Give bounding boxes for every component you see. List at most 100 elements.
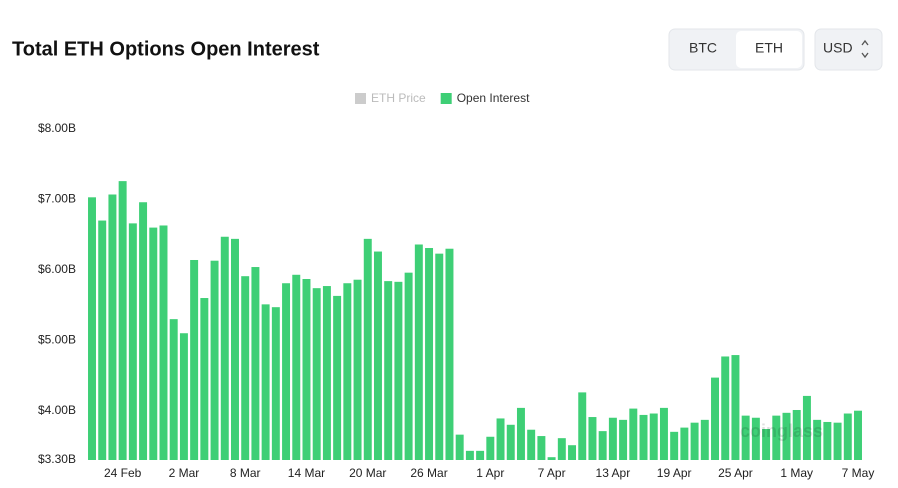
bar bbox=[772, 415, 781, 460]
bar bbox=[414, 244, 423, 460]
bar bbox=[179, 333, 188, 460]
bar bbox=[445, 248, 454, 460]
bar bbox=[516, 407, 525, 460]
bar bbox=[496, 418, 505, 460]
bar bbox=[169, 319, 178, 460]
chart-title: Total ETH Options Open Interest bbox=[12, 38, 320, 60]
toggle-selected-bg bbox=[736, 31, 802, 68]
bar bbox=[353, 279, 362, 460]
bar bbox=[506, 424, 515, 460]
bar bbox=[690, 422, 699, 460]
bar bbox=[435, 253, 444, 460]
bar bbox=[731, 355, 740, 460]
bar bbox=[578, 392, 587, 460]
bar bbox=[210, 260, 219, 460]
y-tick-label: $3.30B bbox=[38, 452, 76, 466]
select-arrows bbox=[861, 39, 869, 59]
y-tick-label: $7.00B bbox=[38, 192, 76, 206]
x-tick-label: 13 Apr bbox=[596, 466, 631, 480]
bar bbox=[282, 283, 291, 460]
legend-label: ETH Price bbox=[371, 91, 426, 105]
currency-select[interactable] bbox=[814, 28, 883, 71]
bar bbox=[149, 227, 158, 460]
bar bbox=[394, 281, 403, 460]
bar bbox=[762, 429, 771, 460]
bar bbox=[241, 276, 250, 460]
bar bbox=[527, 429, 536, 460]
bar bbox=[700, 419, 709, 460]
bar bbox=[333, 295, 342, 460]
bar bbox=[843, 413, 852, 460]
bar bbox=[404, 272, 413, 460]
bar bbox=[251, 267, 260, 460]
legend-label: Open Interest bbox=[457, 91, 530, 105]
bar bbox=[231, 238, 239, 460]
bar bbox=[659, 407, 668, 460]
x-tick-label: 25 Apr bbox=[718, 466, 753, 480]
bar bbox=[741, 415, 750, 460]
toggle-option[interactable]: ETH bbox=[755, 40, 783, 56]
bar bbox=[465, 450, 474, 460]
bar bbox=[271, 307, 280, 460]
bar bbox=[537, 436, 546, 460]
bar bbox=[88, 197, 96, 461]
bar bbox=[455, 434, 464, 460]
bar bbox=[220, 236, 229, 460]
bar bbox=[568, 445, 577, 460]
bar bbox=[557, 438, 566, 460]
bar bbox=[425, 248, 434, 460]
x-tick-label: 1 May bbox=[780, 466, 813, 480]
x-tick-label: 8 Mar bbox=[230, 466, 261, 480]
bar bbox=[547, 457, 556, 460]
bar bbox=[823, 421, 832, 460]
bar bbox=[343, 283, 352, 460]
bar bbox=[384, 281, 393, 460]
bar bbox=[802, 395, 811, 460]
bar bbox=[312, 288, 321, 460]
bar bbox=[363, 238, 372, 460]
bar bbox=[792, 409, 801, 460]
bar bbox=[854, 410, 862, 460]
bar bbox=[118, 181, 127, 460]
bar bbox=[486, 436, 495, 460]
y-tick-label: $5.00B bbox=[38, 332, 76, 346]
x-tick-label: 24 Feb bbox=[104, 466, 142, 480]
bar bbox=[670, 431, 679, 460]
bar bbox=[261, 304, 270, 460]
bar bbox=[139, 202, 148, 460]
legend-swatch bbox=[355, 93, 366, 104]
y-tick-label: $6.00B bbox=[38, 262, 76, 276]
bar bbox=[782, 412, 791, 460]
bar bbox=[322, 286, 331, 460]
bar bbox=[639, 414, 648, 460]
y-tick-label: $8.00B bbox=[38, 121, 76, 135]
bar bbox=[598, 431, 607, 460]
x-tick-label: 2 Mar bbox=[169, 466, 200, 480]
bar bbox=[813, 419, 822, 460]
x-tick-label: 19 Apr bbox=[657, 466, 692, 480]
x-tick-label: 1 Apr bbox=[476, 466, 504, 480]
bar bbox=[629, 408, 638, 460]
legend-swatch bbox=[440, 93, 452, 104]
bar bbox=[619, 419, 628, 460]
x-tick-label: 26 Mar bbox=[410, 466, 447, 480]
bar bbox=[98, 220, 107, 460]
toggle-option[interactable]: BTC bbox=[689, 40, 717, 56]
bar bbox=[588, 417, 597, 460]
bar bbox=[190, 259, 199, 460]
watermark: coinglass bbox=[740, 421, 823, 441]
bar bbox=[711, 377, 719, 460]
bar bbox=[721, 356, 730, 460]
bar bbox=[302, 279, 311, 460]
bar bbox=[159, 225, 168, 460]
bar bbox=[649, 413, 658, 460]
x-tick-label: 14 Mar bbox=[288, 466, 325, 480]
bar bbox=[200, 298, 209, 460]
bar bbox=[373, 251, 382, 460]
bar bbox=[751, 417, 760, 460]
x-tick-label: 7 May bbox=[842, 466, 875, 480]
currency-label: USD bbox=[823, 40, 853, 56]
bar bbox=[108, 194, 117, 461]
bar bbox=[292, 274, 301, 460]
